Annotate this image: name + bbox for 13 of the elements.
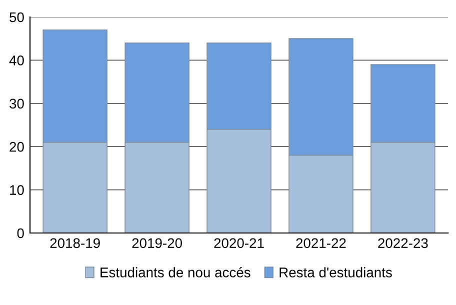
y-tick-label: 20	[10, 142, 24, 152]
x-tick-label: 2018-19	[50, 238, 100, 248]
y-tick-label: 40	[9, 56, 24, 66]
x-tick-label: 2022-23	[378, 238, 428, 248]
y-tick-label: 10	[10, 185, 24, 195]
y-tick-label: 50	[10, 12, 24, 22]
x-tick-label: 2021-22	[296, 238, 346, 248]
x-tick-label: 2019-20	[132, 238, 182, 248]
legend-label: Estudiants de nou accés	[100, 267, 250, 278]
legend-label: Resta d'estudiants	[280, 267, 392, 278]
x-tick-label: 2020-21	[214, 238, 264, 248]
y-tick-label: 0	[17, 228, 24, 238]
y-tick-label: 30	[10, 98, 24, 109]
